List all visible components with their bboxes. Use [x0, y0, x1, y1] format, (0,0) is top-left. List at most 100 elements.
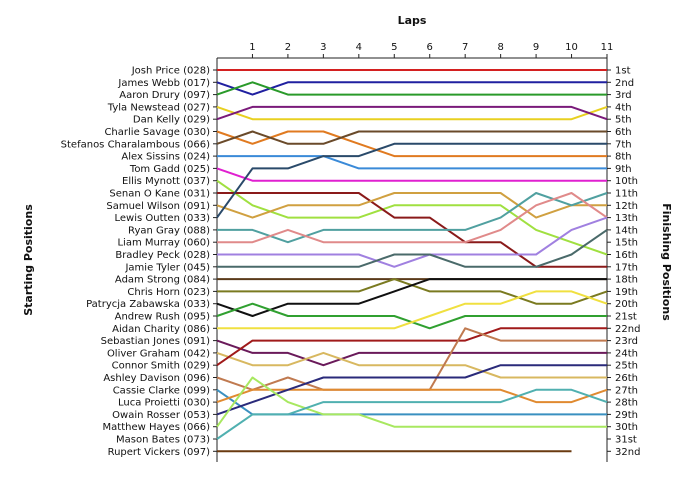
- starting-position-label: Ryan Gray (088): [128, 225, 210, 236]
- finishing-position-labels: 1st2nd3rd4th5th6th7th8th9th10th11th12th1…: [607, 66, 640, 458]
- starting-position-label: Luca Proietti (030): [118, 398, 210, 409]
- finishing-position-label: 19th: [615, 287, 638, 298]
- finishing-position-label: 8th: [615, 152, 632, 163]
- finishing-position-label: 18th: [615, 275, 638, 286]
- series-line: [216, 130, 607, 158]
- finishing-position-label: 10th: [615, 176, 638, 187]
- finishing-position-label: 27th: [615, 385, 638, 396]
- series-line: [217, 192, 608, 244]
- starting-position-label: Andrew Rush (095): [115, 312, 210, 323]
- starting-position-label: Mason Bates (073): [116, 435, 210, 446]
- series-lines: [216, 69, 608, 453]
- starting-position-label: Chris Horn (023): [127, 287, 210, 298]
- finishing-position-label: 1st: [615, 66, 631, 77]
- right-axis-title: Finishing Positions: [660, 203, 673, 321]
- finishing-position-label: 32nd: [615, 447, 640, 458]
- finishing-position-label: 25th: [615, 361, 638, 372]
- finishing-position-label: 2nd: [615, 78, 634, 89]
- starting-position-label: Tyla Newstead (027): [107, 102, 210, 113]
- starting-position-label: Patrycja Zabawska (033): [86, 299, 210, 310]
- series-line: [216, 81, 607, 96]
- starting-position-label: Connor Smith (029): [112, 361, 210, 372]
- x-axis-title: Laps: [398, 14, 427, 27]
- finishing-position-label: 29th: [615, 410, 638, 421]
- finishing-position-label: 13th: [615, 213, 638, 224]
- starting-position-label: Tom Gadd (025): [129, 164, 210, 175]
- finishing-position-label: 11th: [615, 189, 638, 200]
- lap-tick-label: 2: [285, 42, 291, 53]
- lap-tick-label: 5: [391, 42, 397, 53]
- starting-position-label: Rupert Vickers (097): [108, 447, 211, 458]
- starting-position-label: Senan O Kane (031): [109, 189, 210, 200]
- series-line: [216, 167, 607, 182]
- series-line: [216, 192, 607, 219]
- series-line: [216, 364, 607, 416]
- finishing-position-label: 16th: [615, 250, 638, 261]
- finishing-position-label: 12th: [615, 201, 638, 212]
- series-line: [217, 229, 608, 268]
- finishing-position-label: 26th: [615, 373, 638, 384]
- lap-tick-label: 8: [497, 42, 503, 53]
- finishing-position-label: 6th: [615, 127, 632, 138]
- starting-position-label: Alex Sissins (024): [121, 152, 210, 163]
- series-line: [216, 179, 608, 256]
- series-line: [216, 327, 607, 391]
- finishing-position-label: 28th: [615, 398, 638, 409]
- starting-position-label: Cassie Clarke (099): [113, 385, 210, 396]
- starting-position-label: Dan Kelly (029): [133, 115, 210, 126]
- finishing-position-label: 31st: [615, 435, 637, 446]
- starting-position-label: Matthew Hayes (066): [103, 422, 211, 433]
- finishing-position-label: 24th: [615, 348, 638, 359]
- series-line: [216, 278, 607, 317]
- series-line: [216, 339, 607, 367]
- starting-position-label: Ellis Mynott (037): [122, 176, 210, 187]
- lap-tick-label: 3: [320, 42, 326, 53]
- starting-position-label: Owain Rosser (053): [112, 410, 210, 421]
- left-axis-title: Starting Positions: [22, 204, 35, 316]
- series-line: [216, 142, 607, 219]
- series-line: [216, 105, 608, 121]
- finishing-position-label: 23rd: [615, 336, 638, 347]
- starting-position-label: Jamie Tyler (045): [124, 262, 210, 273]
- starting-position-labels: Josh Price (028)James Webb (017)Aaron Dr…: [61, 66, 217, 458]
- series-line: [216, 376, 607, 428]
- finishing-position-label: 9th: [615, 164, 632, 175]
- series-line: [217, 155, 607, 170]
- starting-position-label: Lewis Outten (033): [114, 213, 210, 224]
- series-line: [217, 192, 607, 268]
- series-line: [217, 290, 608, 330]
- starting-position-label: Aaron Drury (097): [119, 90, 210, 101]
- finishing-position-label: 4th: [615, 102, 632, 113]
- series-line: [216, 130, 607, 145]
- starting-position-label: Sebastian Jones (091): [101, 336, 210, 347]
- axes: [216, 57, 608, 462]
- starting-position-label: Josh Price (028): [131, 66, 210, 77]
- series-line: [216, 81, 607, 96]
- lap-tick-label: 9: [533, 42, 539, 53]
- finishing-position-label: 17th: [615, 262, 638, 273]
- finishing-position-label: 15th: [615, 238, 638, 249]
- finishing-position-label: 7th: [615, 139, 632, 150]
- series-line: [216, 388, 608, 404]
- series-line: [216, 105, 608, 121]
- starting-position-label: Adam Strong (084): [115, 275, 210, 286]
- starting-position-label: Ashley Davison (096): [103, 373, 210, 384]
- series-line: [217, 216, 608, 268]
- starting-position-label: Samuel Wilson (091): [106, 201, 210, 212]
- finishing-position-label: 3rd: [615, 90, 632, 101]
- starting-position-label: Aidan Charity (086): [112, 324, 210, 335]
- series-line: [216, 388, 608, 440]
- starting-position-label: Bradley Peck (028): [115, 250, 210, 261]
- finishing-position-label: 30th: [615, 422, 638, 433]
- lap-tick-label: 11: [601, 42, 614, 53]
- starting-position-label: Liam Murray (060): [117, 238, 210, 249]
- finishing-position-label: 22nd: [615, 324, 640, 335]
- finishing-position-label: 14th: [615, 225, 638, 236]
- series-line: [217, 192, 608, 244]
- starting-position-label: Oliver Graham (042): [107, 348, 210, 359]
- finishing-position-label: 21st: [615, 312, 637, 323]
- lap-tick-label: 10: [565, 42, 578, 53]
- starting-position-label: James Webb (017): [117, 78, 210, 89]
- series-line: [216, 351, 607, 379]
